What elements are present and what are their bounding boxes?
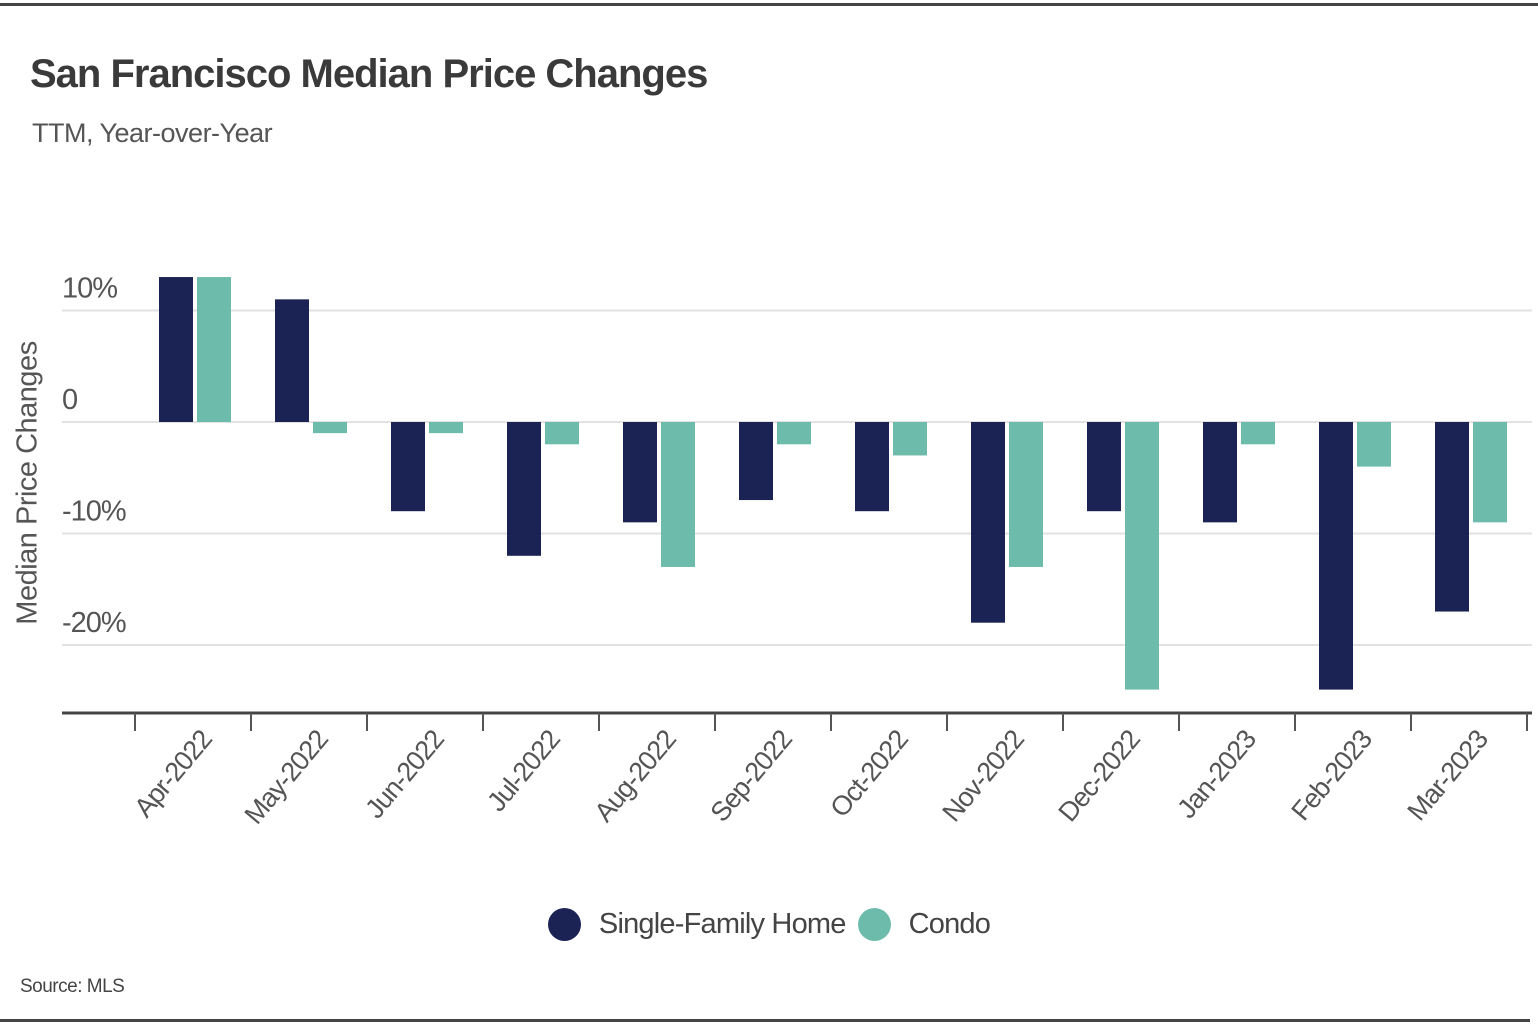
bottom-rule <box>0 1019 1530 1022</box>
chart-title: San Francisco Median Price Changes <box>30 52 708 96</box>
x-tick-label: Jul-2022 <box>481 725 565 818</box>
bar-single-family-home-Sep-2022 <box>739 422 773 501</box>
bar-condo-Jun-2022 <box>429 422 463 434</box>
x-tick-label: Dec-2022 <box>1053 725 1146 828</box>
legend-label: Single-Family Home <box>598 908 846 940</box>
source-note: Source: MLS <box>20 976 125 997</box>
bar-single-family-home-Jul-2022 <box>507 422 541 556</box>
bar-single-family-home-Nov-2022 <box>971 422 1005 623</box>
bar-single-family-home-Feb-2023 <box>1319 422 1353 690</box>
x-tick-label: Oct-2022 <box>824 725 913 823</box>
x-tick-label: Mar-2023 <box>1401 725 1493 827</box>
x-tick-label: Feb-2023 <box>1285 725 1377 827</box>
bar-single-family-home-Mar-2023 <box>1435 422 1469 612</box>
x-tick-labels: Apr-2022 May-2022 Jun-2022 Jul-2022 Aug-2022… <box>128 725 1493 830</box>
bar-condo-Dec-2022 <box>1125 422 1159 690</box>
bar-condo-Sep-2022 <box>777 422 811 445</box>
legend-item-single-family-home[interactable]: Single-Family Home <box>547 908 846 941</box>
bar-condo-Jul-2022 <box>545 422 579 445</box>
y-tick-labels: 10% 0 -10% -20% <box>62 273 127 640</box>
legend-dot-icon <box>547 908 581 941</box>
bar-single-family-home-Jun-2022 <box>391 422 425 512</box>
legend-item-condo[interactable]: Condo <box>857 908 991 941</box>
bar-condo-Oct-2022 <box>893 422 927 456</box>
legend-label: Condo <box>908 908 991 940</box>
x-tick-label: Apr-2022 <box>128 725 217 823</box>
y-tick-label: 10% <box>62 273 117 305</box>
bar-single-family-home-Dec-2022 <box>1087 422 1121 512</box>
bar-condo-Feb-2023 <box>1357 422 1391 467</box>
legend-dot-icon <box>857 908 891 941</box>
bar-single-family-home-Apr-2022 <box>159 277 193 422</box>
bar-single-family-home-Aug-2022 <box>623 422 657 523</box>
bar-single-family-home-Jan-2023 <box>1203 422 1237 523</box>
bar-single-family-home-May-2022 <box>275 299 309 422</box>
bar-condo-Mar-2023 <box>1473 422 1507 523</box>
bar-condo-Apr-2022 <box>197 277 231 422</box>
y-tick-label: -20% <box>62 607 126 639</box>
y-tick-label: 0 <box>62 384 77 416</box>
x-axis <box>62 711 1532 731</box>
chart-subtitle: TTM, Year-over-Year <box>32 118 273 148</box>
x-tick-label: Aug-2022 <box>588 725 681 828</box>
x-tick-label: Nov-2022 <box>937 725 1030 828</box>
x-tick-label: Jan-2023 <box>1171 725 1261 824</box>
legend: Single-Family Home Condo <box>0 908 1538 941</box>
x-tick-label: Sep-2022 <box>704 725 797 828</box>
x-tick-label: May-2022 <box>239 725 334 830</box>
bar-condo-Aug-2022 <box>661 422 695 567</box>
bar-condo-Jan-2023 <box>1241 422 1275 445</box>
bar-condo-May-2022 <box>313 422 347 434</box>
x-tick-label: Jun-2022 <box>359 725 449 824</box>
bars <box>159 277 1507 690</box>
y-tick-label: -10% <box>62 496 126 528</box>
bar-single-family-home-Oct-2022 <box>855 422 889 512</box>
bar-condo-Nov-2022 <box>1009 422 1043 567</box>
top-rule <box>0 3 1538 6</box>
